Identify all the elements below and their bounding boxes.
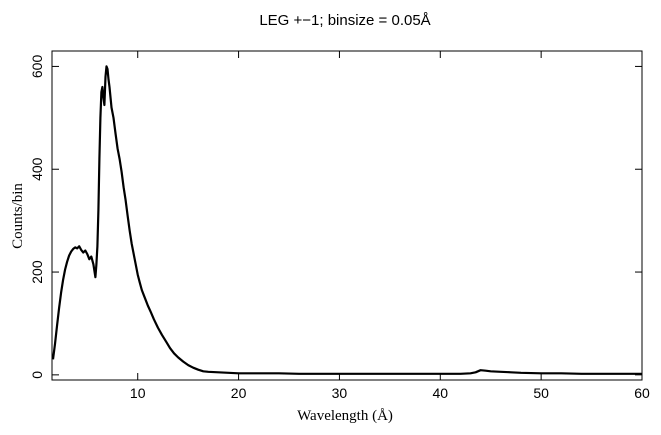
y-tick-label: 600 <box>29 55 45 79</box>
x-tick-label: 30 <box>332 385 348 401</box>
x-axis-label: Wavelength (Å) <box>297 408 393 424</box>
x-tick-label: 40 <box>433 385 449 401</box>
spectrum-series-line <box>51 65 642 375</box>
chart-title: LEG +−1; binsize = 0.05Å <box>259 12 430 29</box>
x-tick-label: 10 <box>130 385 146 401</box>
y-axis-label: Counts/bin <box>10 183 26 249</box>
x-tick-label: 60 <box>634 385 650 401</box>
y-tick-label: 0 <box>29 371 45 379</box>
y-axis-ticks: 0 200 400 600 <box>29 55 642 379</box>
series-layer <box>51 65 642 375</box>
y-tick-label: 400 <box>29 157 45 181</box>
x-tick-label: 50 <box>533 385 549 401</box>
x-tick-label: 20 <box>231 385 247 401</box>
x-axis-ticks: 10 20 30 40 50 60 <box>130 51 650 401</box>
y-tick-label: 200 <box>29 260 45 284</box>
plot-frame <box>51 50 643 381</box>
